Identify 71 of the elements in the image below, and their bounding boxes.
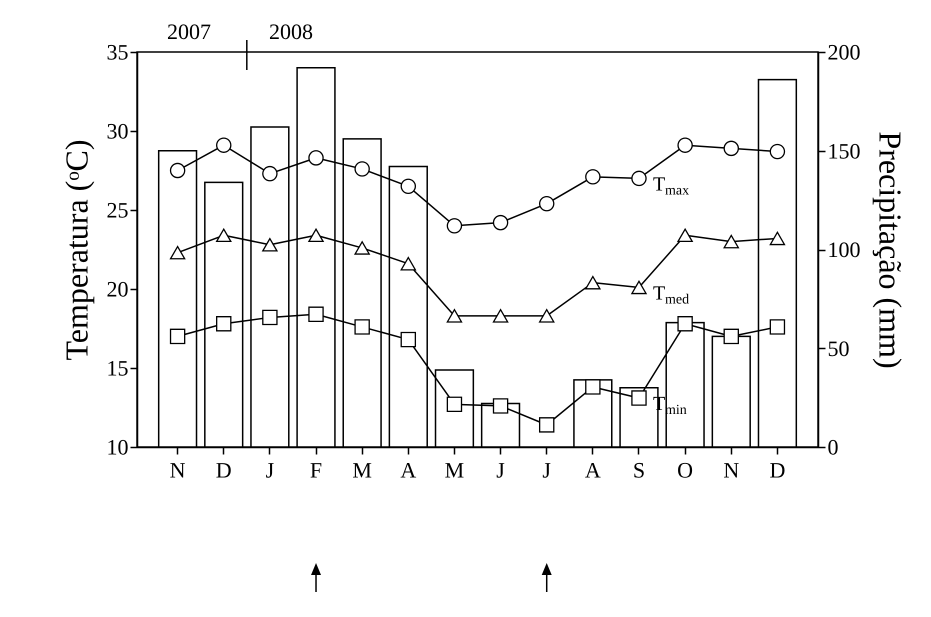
point — [585, 169, 601, 185]
y-tick-label: 15 — [106, 356, 128, 380]
point — [400, 256, 416, 270]
y-tick-label: 30 — [106, 118, 128, 144]
point — [216, 316, 232, 332]
point — [631, 170, 647, 186]
point — [585, 276, 601, 290]
x-tick-label: D — [769, 458, 786, 482]
point — [354, 161, 370, 177]
y-tick-label: 20 — [106, 276, 128, 302]
point — [400, 178, 416, 194]
y2-tick-label: 100 — [828, 237, 860, 262]
point — [216, 228, 232, 242]
x-tick-label: M — [352, 458, 372, 482]
point — [677, 138, 693, 153]
point — [308, 150, 324, 166]
point — [492, 214, 508, 230]
x-tick-label: J — [542, 458, 552, 482]
point — [631, 390, 647, 406]
x-tick-label: O — [677, 458, 694, 482]
point — [724, 234, 739, 248]
point — [170, 162, 186, 178]
point — [216, 138, 232, 153]
point — [585, 379, 601, 395]
point — [770, 319, 786, 335]
point — [170, 328, 186, 344]
point — [538, 309, 554, 323]
point — [262, 238, 278, 252]
point — [446, 309, 462, 323]
x-tick-label: M — [444, 458, 464, 482]
point — [677, 316, 693, 332]
y-tick-label: 10 — [106, 434, 128, 460]
point — [262, 310, 278, 326]
x-tick-label: F — [310, 458, 322, 482]
point — [724, 140, 739, 156]
x-tick-label: A — [400, 458, 416, 482]
point — [400, 332, 416, 348]
point — [354, 319, 370, 335]
point — [724, 328, 739, 344]
point — [492, 398, 508, 414]
point — [631, 280, 647, 294]
point — [262, 166, 278, 182]
point — [538, 196, 554, 212]
y2-tick-label: 0 — [828, 434, 838, 460]
point — [770, 144, 786, 160]
y2-tick-label: 50 — [828, 336, 850, 361]
point — [170, 246, 186, 260]
point — [308, 228, 324, 242]
text: 2007 — [167, 19, 211, 44]
point — [446, 396, 462, 412]
x-tick-label: S — [632, 458, 646, 482]
y2-tick-label: 200 — [828, 40, 860, 64]
x-tick-label: J — [496, 458, 506, 482]
y-axis-title: Temperatura (ᵒC) — [58, 139, 94, 361]
point — [446, 218, 462, 234]
y-tick-label: 25 — [106, 198, 128, 222]
x-tick-label: D — [216, 458, 232, 482]
point — [538, 417, 554, 433]
point — [354, 241, 370, 255]
x-tick-label: N — [723, 458, 740, 482]
point — [492, 309, 508, 323]
point — [677, 228, 693, 242]
y2-tick-label: 150 — [828, 138, 860, 164]
x-tick-label: J — [266, 458, 275, 482]
point — [770, 232, 786, 246]
x-tick-label: A — [584, 458, 601, 482]
text: 2008 — [269, 19, 313, 44]
point — [308, 306, 324, 322]
x-tick-label: N — [170, 458, 186, 482]
y2-axis-title: Precipitação (mm) — [872, 131, 908, 369]
y-tick-label: 35 — [106, 40, 128, 64]
